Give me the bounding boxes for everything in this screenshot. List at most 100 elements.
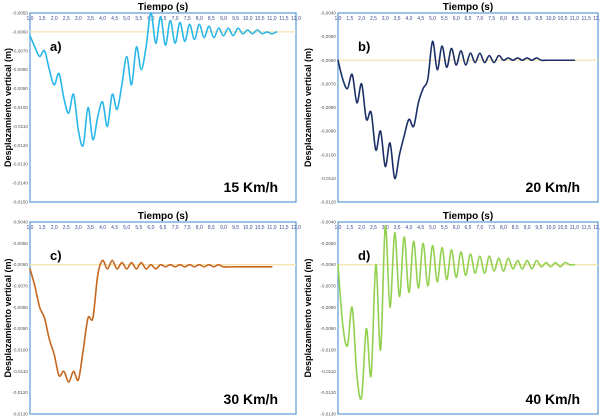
y-tick-label: -0,0080 (320, 305, 336, 310)
x-tick-label: 11,0 (570, 225, 580, 231)
x-tick-label: 3,0 (75, 225, 82, 231)
x-tick-label: 1,0 (27, 16, 34, 22)
x-tick-label: 4,0 (99, 225, 106, 231)
y-tick-label: -0,0040 (12, 220, 28, 225)
y-tick-label: -0,0130 (12, 162, 28, 167)
x-tick-label: 6,5 (160, 225, 167, 231)
x-tick-label: 5,0 (123, 16, 130, 22)
y-axis-title: Desplazamiento vertical (m) (3, 258, 13, 377)
x-tick-label: 2,5 (63, 16, 70, 22)
x-tick-label: 8,5 (512, 16, 519, 22)
x-axis-title: Tiempo (s) (443, 2, 493, 13)
x-tick-label: 9,5 (535, 16, 542, 22)
x-tick-label: 5,0 (429, 225, 436, 231)
x-tick-label: 1,5 (346, 225, 353, 231)
x-tick-label: 12,0 (593, 225, 600, 231)
x-tick-label: 7,5 (184, 16, 191, 22)
x-tick-label: 10,0 (243, 225, 253, 231)
plot-area (29, 12, 297, 203)
y-tick-label: -0,0050 (12, 241, 28, 246)
chart-panel: 1,0 1,5 2,0 2,5 3,0 3,5 4,0 4,5 5,0 5,5 6,0 6,5 7,0 7… (3, 2, 301, 205)
x-tick-label: 10,5 (558, 225, 568, 231)
x-tick-label: 1,5 (39, 16, 46, 22)
x-tick-label: 3,0 (75, 16, 82, 22)
x-tick-label: 12,0 (291, 225, 301, 231)
x-tick-label: 8,0 (500, 16, 507, 22)
y-axis-title: Desplazamiento vertical (m) (3, 48, 13, 167)
x-tick-label: 10,5 (558, 16, 568, 22)
x-tick-label: 3,5 (87, 16, 94, 22)
series-line (29, 259, 273, 383)
x-tick-label: 5,5 (135, 225, 142, 231)
y-tick-label: -0,0070 (320, 81, 336, 86)
x-tick-label: 1,0 (335, 225, 342, 231)
x-tick-label: 9,5 (535, 225, 542, 231)
x-tick-label: 1,0 (335, 16, 342, 22)
x-tick-label: 11,5 (279, 225, 289, 231)
y-tick-label: -0,0110 (321, 369, 337, 374)
x-tick-label: 4,0 (405, 16, 412, 22)
x-tick-label: 12,0 (291, 16, 301, 22)
x-tick-label: 10,0 (546, 225, 556, 231)
x-tick-label: 4,5 (417, 225, 424, 231)
x-tick-label: 8,0 (196, 225, 203, 231)
y-tick-label: -0,0060 (12, 262, 28, 267)
x-tick-label: 2,0 (51, 225, 58, 231)
x-tick-label: 7,5 (488, 16, 495, 22)
y-tick-label: -0,0130 (12, 412, 28, 417)
x-tick-label: 2,0 (358, 16, 365, 22)
speed-label: 15 Km/h (224, 179, 278, 195)
x-tick-label: 8,5 (208, 16, 215, 22)
x-axis-title: Tiempo (s) (138, 2, 188, 13)
x-tick-label: 6,5 (160, 16, 167, 22)
y-tick-label: -0,0120 (320, 200, 336, 205)
panel-label: d) (358, 248, 370, 263)
chart-panel: 1,0 1,5 2,0 2,5 3,0 3,5 4,0 4,5 5,0 5,5 6,0 6,5 7,0 7… (3, 211, 301, 417)
y-tick-label: -0,0090 (12, 86, 28, 91)
panel-label: b) (358, 39, 370, 54)
y-axis-title: Desplazamiento vertical (m) (303, 258, 313, 377)
y-tick-label: -0,0090 (320, 129, 336, 134)
speed-label: 20 Km/h (526, 179, 580, 195)
x-tick-label: 6,5 (465, 16, 472, 22)
y-tick-label: -0,0060 (320, 58, 336, 63)
y-tick-label: -0,0080 (320, 105, 336, 110)
x-tick-label: 11,5 (279, 16, 289, 22)
y-tick-label: -0,0050 (320, 34, 336, 39)
y-axis-title: Desplazamiento vertical (m) (303, 48, 313, 167)
y-tick-label: -0,0060 (12, 29, 28, 34)
x-tick-label: 7,0 (476, 16, 483, 22)
y-tick-label: -0,0120 (320, 390, 336, 395)
y-tick-label: -0,0090 (320, 326, 336, 331)
x-axis-title: Tiempo (s) (443, 211, 493, 222)
x-tick-label: 8,5 (208, 225, 215, 231)
y-tick-label: -0,0120 (12, 143, 28, 148)
y-tick-label: -0,0120 (12, 390, 28, 395)
x-tick-label: 6,0 (453, 16, 460, 22)
x-tick-label: 10,5 (255, 16, 265, 22)
x-tick-label: 4,0 (405, 225, 412, 231)
x-tick-label: 11,5 (581, 16, 591, 22)
y-tick-label: -0,0090 (12, 326, 28, 331)
y-tick-label: -0,0040 (320, 220, 336, 225)
x-tick-label: 4,5 (111, 225, 118, 231)
y-tick-label: -0,0110 (13, 369, 29, 374)
x-tick-label: 9,5 (232, 16, 239, 22)
y-tick-label: -0,0050 (12, 11, 28, 16)
y-tick-label: -0,0100 (320, 152, 336, 157)
x-tick-label: 5,5 (135, 16, 142, 22)
y-tick-label: -0,0060 (320, 262, 336, 267)
y-tick-label: -0,0100 (320, 348, 336, 353)
plot-area (337, 221, 599, 415)
series-line (29, 12, 278, 147)
x-tick-label: 1,5 (346, 16, 353, 22)
plot-area (337, 12, 599, 203)
y-tick-label: -0,0040 (320, 11, 336, 16)
x-tick-label: 5,5 (441, 16, 448, 22)
y-tick-label: -0,0110 (321, 176, 337, 181)
y-tick-label: -0,0050 (320, 241, 336, 246)
y-tick-label: -0,0100 (12, 105, 28, 110)
y-tick-label: -0,0100 (12, 348, 28, 353)
x-tick-label: 5,0 (429, 16, 436, 22)
